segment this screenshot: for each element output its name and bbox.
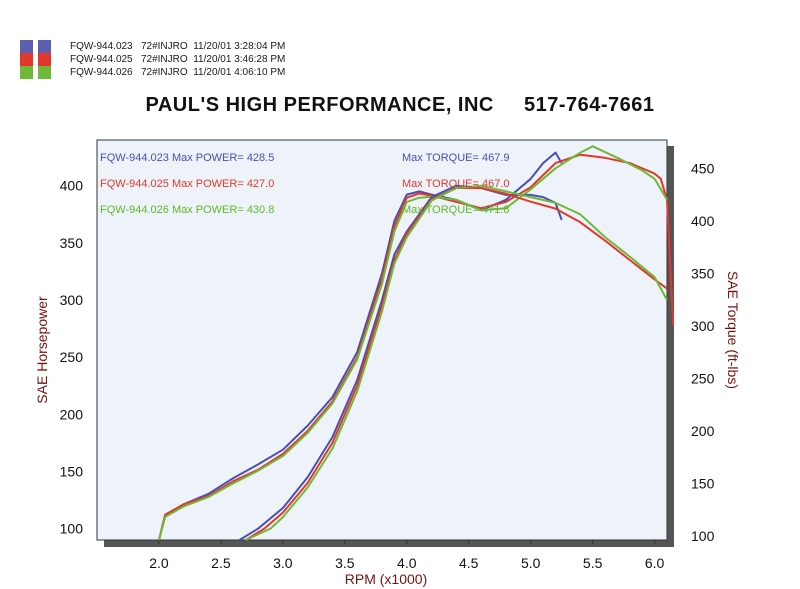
swatch-b <box>38 40 51 53</box>
max-torque-label: Max TORQUE= 467.0 <box>402 178 510 190</box>
x-tick-labels: 2.0 2.5 3.0 3.5 4.0 4.5 5.0 5.5 6.0 <box>149 555 664 571</box>
run-label: FQW-944.025 72#INJRO 11/20/01 3:46:28 PM <box>70 54 286 65</box>
x-tick-label: 3.5 <box>335 555 355 571</box>
horsepower-curve <box>245 184 668 541</box>
swatch-a <box>20 53 33 66</box>
y-right-tick-label: 100 <box>691 528 715 544</box>
y-right-tick-label: 350 <box>691 265 715 281</box>
y-right-tick-label: 300 <box>691 318 715 334</box>
torque-curve <box>158 153 675 541</box>
y-left-tick-label: 400 <box>60 178 84 194</box>
run-swatch <box>20 40 52 53</box>
x-tick-label: 4.5 <box>459 555 479 571</box>
x-tick-label: 5.5 <box>583 555 603 571</box>
swatch-b <box>38 66 51 79</box>
swatch-a <box>20 66 33 79</box>
swatch-a <box>20 40 33 53</box>
y-left-tick-label: 350 <box>60 235 84 251</box>
y-left-tick-label: 150 <box>60 463 84 479</box>
y-right-tick-label: 400 <box>691 213 715 229</box>
x-tick-label: 3.0 <box>273 555 293 571</box>
y-right-tick-labels: 100 150 200 250 300 350 400 450 <box>691 160 715 543</box>
x-axis-label: RPM (x1000) <box>345 571 427 587</box>
plot-area <box>96 139 668 541</box>
run-label: FQW-944.023 72#INJRO 11/20/01 3:28:04 PM <box>70 41 286 52</box>
max-torque-label: Max TORQUE= 471.8 <box>402 204 510 216</box>
x-tick-label: 2.5 <box>211 555 231 571</box>
horsepower-curve <box>238 184 563 541</box>
torque-curve <box>158 151 563 541</box>
y-left-tick-label: 200 <box>60 406 84 422</box>
y-left-axis-label: SAE Horsepower <box>34 296 50 404</box>
x-tick-label: 4.0 <box>397 555 417 571</box>
x-tick-label: 5.0 <box>521 555 541 571</box>
max-power-label: FQW-944.025 Max POWER= 427.0 <box>100 178 274 190</box>
x-tick-label: 6.0 <box>645 555 665 571</box>
y-left-tick-label: 300 <box>60 292 84 308</box>
y-right-axis-label: SAE Torque (ft-lbs) <box>725 271 741 389</box>
run-swatch <box>20 66 52 79</box>
swatch-b <box>38 53 51 66</box>
chart-title: PAUL'S HIGH PERFORMANCE, INC 517-764-766… <box>0 94 800 117</box>
series-layer <box>158 145 675 541</box>
y-right-tick-label: 450 <box>691 160 715 176</box>
y-right-tick-label: 150 <box>691 475 715 491</box>
y-right-tick-label: 250 <box>691 370 715 386</box>
max-power-label: FQW-944.023 Max POWER= 428.5 <box>100 152 274 164</box>
run-label: FQW-944.026 72#INJRO 11/20/01 4:06:10 PM <box>70 67 286 78</box>
run-swatch <box>20 53 52 66</box>
company-name: PAUL'S HIGH PERFORMANCE, INC <box>145 94 494 116</box>
y-left-tick-labels: 100 150 200 250 300 350 400 <box>60 178 84 537</box>
max-torque-label: Max TORQUE= 467.9 <box>402 152 510 164</box>
y-left-tick-label: 100 <box>60 521 84 537</box>
y-right-tick-label: 200 <box>691 423 715 439</box>
max-power-label: FQW-944.026 Max POWER= 430.8 <box>100 204 274 216</box>
x-tick-label: 2.0 <box>149 555 169 571</box>
annotation-layer: FQW-944.023 Max POWER= 428.5 FQW-944.025 … <box>100 152 510 216</box>
y-left-tick-label: 250 <box>60 349 84 365</box>
torque-curve <box>158 145 668 541</box>
company-phone: 517-764-7661 <box>523 94 655 116</box>
grid <box>158 540 656 544</box>
